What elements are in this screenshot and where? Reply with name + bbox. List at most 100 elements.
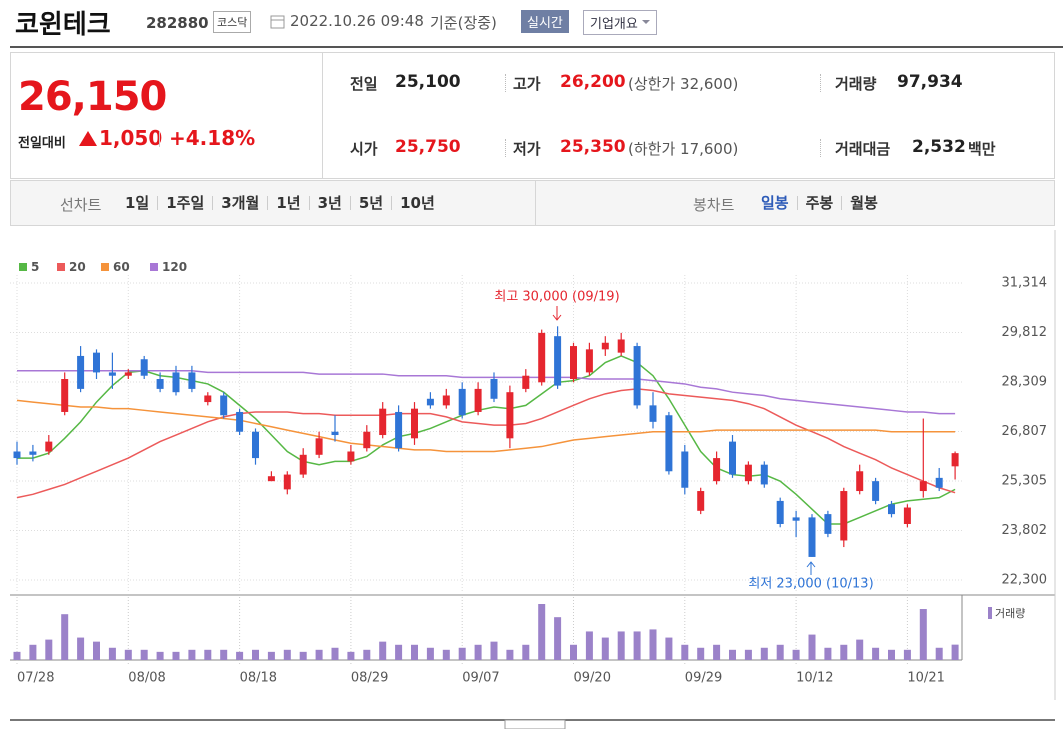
candle-tab[interactable]: 일봉 [761, 194, 789, 212]
basis: 기준(장중) [430, 14, 497, 32]
candle-body [951, 453, 959, 467]
field-value: 2,532 [912, 137, 966, 157]
volume-bar [188, 649, 196, 660]
candle-chart-tabs: 일봉 주봉 월봉 [753, 194, 886, 212]
volume-bar [458, 647, 466, 660]
separator [505, 139, 506, 157]
volume-bar [951, 644, 959, 660]
period-tab[interactable]: 3개월 [212, 196, 267, 211]
candle-body [347, 451, 355, 462]
candle-body [474, 388, 482, 412]
low-annotation: 최저 23,000 (10/13) [748, 577, 873, 592]
volume-bar [156, 651, 164, 660]
field-label: 저가 [513, 140, 541, 158]
volume-bar [617, 631, 625, 660]
candle-body [331, 431, 339, 436]
candle-body [776, 500, 784, 524]
candle-body [554, 336, 562, 386]
legend-label: 120 [162, 260, 187, 274]
period-tab[interactable]: 1년 [267, 196, 308, 211]
change: 1,050 [99, 126, 163, 150]
candle-body [267, 476, 275, 482]
period-tab[interactable]: 1일 [125, 194, 150, 212]
x-tick-label: 07/28 [17, 671, 54, 686]
field-value: 26,200 [560, 72, 626, 92]
candle-body [156, 379, 164, 389]
candle-body [665, 415, 673, 472]
separator [159, 131, 160, 147]
candle-body [93, 352, 100, 373]
candle-body [411, 408, 418, 439]
period-tab[interactable]: 3년 [308, 196, 350, 211]
candle-body [681, 451, 689, 488]
field-unit: 백만 [968, 140, 996, 158]
volume-legend-label: 거래량 [995, 607, 1025, 620]
moving-average-line [16, 399, 956, 453]
legend-label: 60 [113, 260, 130, 274]
candle-body [426, 398, 434, 406]
period-tab[interactable]: 10년 [391, 196, 443, 211]
legend-swatch [101, 263, 109, 271]
legend-swatch [19, 263, 27, 271]
volume-bar [45, 639, 53, 660]
candle-body [649, 405, 657, 422]
high-arrow [552, 306, 562, 321]
candle-body [220, 395, 228, 416]
realtime-button[interactable]: 실시간 [521, 10, 569, 33]
quote-divider [322, 52, 323, 179]
volume-bar [570, 644, 577, 660]
volume-bar [411, 644, 418, 660]
field-label: 거래대금 [835, 140, 891, 158]
candle-body [713, 458, 721, 482]
field-label: 고가 [513, 75, 541, 93]
candle-body [729, 441, 736, 475]
candle-body [299, 454, 307, 475]
legend-label: 20 [69, 260, 86, 274]
quote-box [10, 52, 1055, 179]
candle-body [856, 471, 864, 492]
candle-body [395, 411, 403, 449]
dropdown-arrow [641, 20, 650, 28]
volume-bar [363, 649, 371, 660]
volume-bar [919, 609, 927, 660]
candle-body [108, 372, 116, 376]
candle-tab[interactable]: 월봉 [841, 196, 886, 211]
separator [505, 74, 506, 92]
volume-bar [903, 649, 911, 660]
stock-name: 코윈테크 [15, 10, 111, 40]
volume-bar [29, 644, 37, 660]
high-annotation: 최고 30,000 (09/19) [494, 290, 619, 305]
field-label: 시가 [350, 140, 378, 158]
moving-average-line [17, 355, 956, 525]
period-tab[interactable]: 5년 [349, 196, 391, 211]
candle-body [808, 517, 816, 557]
line-chart-label: 선차트 [60, 196, 102, 214]
volume-bar [506, 649, 514, 660]
volume-bar [872, 647, 880, 660]
candle-body [252, 431, 259, 459]
overview-button[interactable]: 기업개요 [583, 10, 657, 35]
volume-bar [840, 644, 848, 660]
volume-bar [824, 647, 832, 660]
datetime: 2022.10.26 09:48 [290, 12, 424, 30]
period-tab[interactable]: 1주일 [157, 196, 212, 211]
x-tick-label: 10/21 [907, 671, 944, 686]
volume-bar [395, 644, 403, 660]
market-badge: 코스닥 [213, 11, 252, 33]
candle-body [172, 372, 180, 393]
volume-bar [220, 649, 228, 660]
volume-bar [681, 644, 689, 660]
candle-body [840, 491, 848, 541]
y-tick-label: 29,812 [1002, 325, 1048, 340]
volume-bar [252, 649, 259, 660]
volume-bar [808, 634, 816, 660]
volume-bar [585, 631, 593, 660]
field-value: 25,750 [395, 137, 461, 157]
y-tick-label: 23,802 [1002, 523, 1048, 538]
volume-bar [538, 604, 546, 660]
change-rate: +4.18% [169, 126, 256, 150]
volume-bar [792, 649, 800, 660]
candle-tab[interactable]: 주봉 [796, 196, 842, 211]
candle-body [236, 411, 244, 432]
field-value: 25,100 [395, 72, 461, 92]
